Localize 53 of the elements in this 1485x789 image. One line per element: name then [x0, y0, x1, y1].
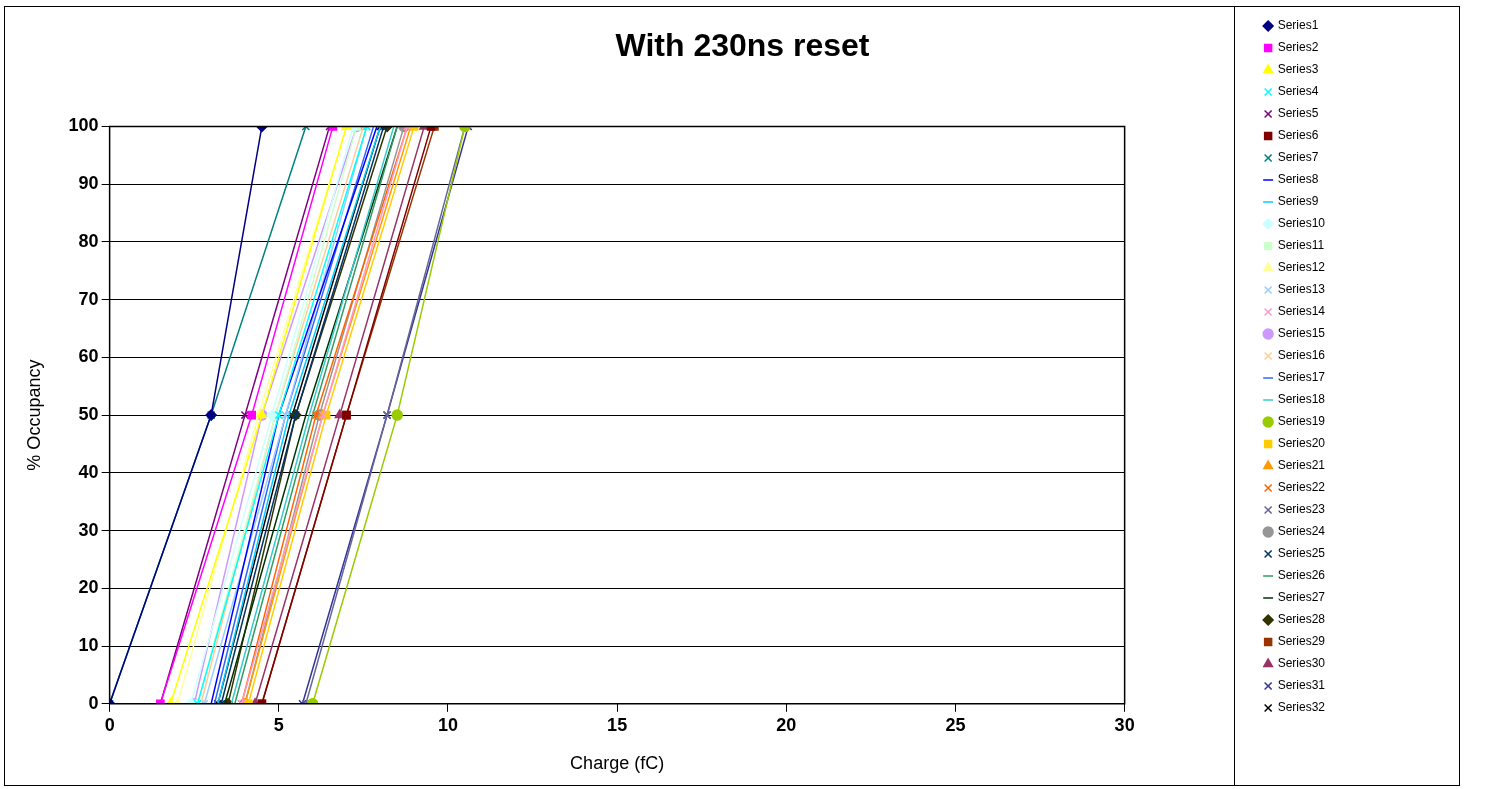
y-tick-label: 60 [78, 346, 99, 367]
legend-label: Series16 [1277, 348, 1326, 363]
legend-label: Series7 [1277, 150, 1319, 165]
legend-label: Series23 [1277, 502, 1326, 517]
y-tick-label: 10 [78, 635, 99, 656]
legend-label: Series9 [1277, 194, 1319, 209]
legend-label: Series2 [1277, 40, 1319, 55]
x-tick-label: 10 [437, 714, 458, 735]
legend-label: Series4 [1277, 84, 1319, 99]
y-tick-label: 70 [78, 288, 99, 309]
y-tick-label: 0 [88, 692, 99, 713]
legend-label: Series1 [1277, 18, 1319, 33]
legend-label: Series24 [1277, 524, 1326, 539]
x-tick-label: 20 [776, 714, 797, 735]
y-tick-label: 100 [68, 115, 99, 136]
legend-label: Series12 [1277, 260, 1326, 275]
legend-label: Series30 [1277, 656, 1326, 671]
legend-label: Series3 [1277, 62, 1319, 77]
y-tick-label: 90 [78, 173, 99, 194]
x-tick-label: 30 [1114, 714, 1135, 735]
legend-label: Series17 [1277, 370, 1326, 385]
x-tick-label: 0 [104, 714, 115, 735]
y-tick-label: 40 [78, 461, 99, 482]
x-tick-label: 5 [273, 714, 284, 735]
legend-label: Series21 [1277, 458, 1326, 473]
legend-label: Series31 [1277, 678, 1326, 693]
legend-label: Series13 [1277, 282, 1326, 297]
legend-label: Series6 [1277, 128, 1319, 143]
y-tick-label: 80 [78, 230, 99, 251]
legend-label: Series32 [1277, 700, 1326, 715]
legend-label: Series28 [1277, 612, 1326, 627]
legend-label: Series19 [1277, 414, 1326, 429]
legend-label: Series22 [1277, 480, 1326, 495]
x-tick-label: 25 [945, 714, 966, 735]
chart-title: With 230ns reset [615, 27, 870, 64]
legend-label: Series5 [1277, 106, 1319, 121]
x-tick-label: 15 [607, 714, 628, 735]
legend-label: Series20 [1277, 436, 1326, 451]
legend-label: Series26 [1277, 568, 1326, 583]
y-axis-title: % Occupancy [23, 359, 44, 471]
legend-label: Series27 [1277, 590, 1326, 605]
y-tick-label: 30 [78, 519, 99, 540]
x-axis-title: Charge (fC) [570, 753, 665, 774]
legend-label: Series18 [1277, 392, 1326, 407]
legend-label: Series29 [1277, 634, 1326, 649]
legend-label: Series15 [1277, 326, 1326, 341]
legend-label: Series25 [1277, 546, 1326, 561]
legend-label: Series8 [1277, 172, 1319, 187]
legend-label: Series14 [1277, 304, 1326, 319]
legend-label: Series10 [1277, 216, 1326, 231]
legend-label: Series11 [1277, 238, 1325, 253]
y-tick-label: 20 [78, 577, 99, 598]
y-tick-label: 50 [78, 404, 99, 425]
